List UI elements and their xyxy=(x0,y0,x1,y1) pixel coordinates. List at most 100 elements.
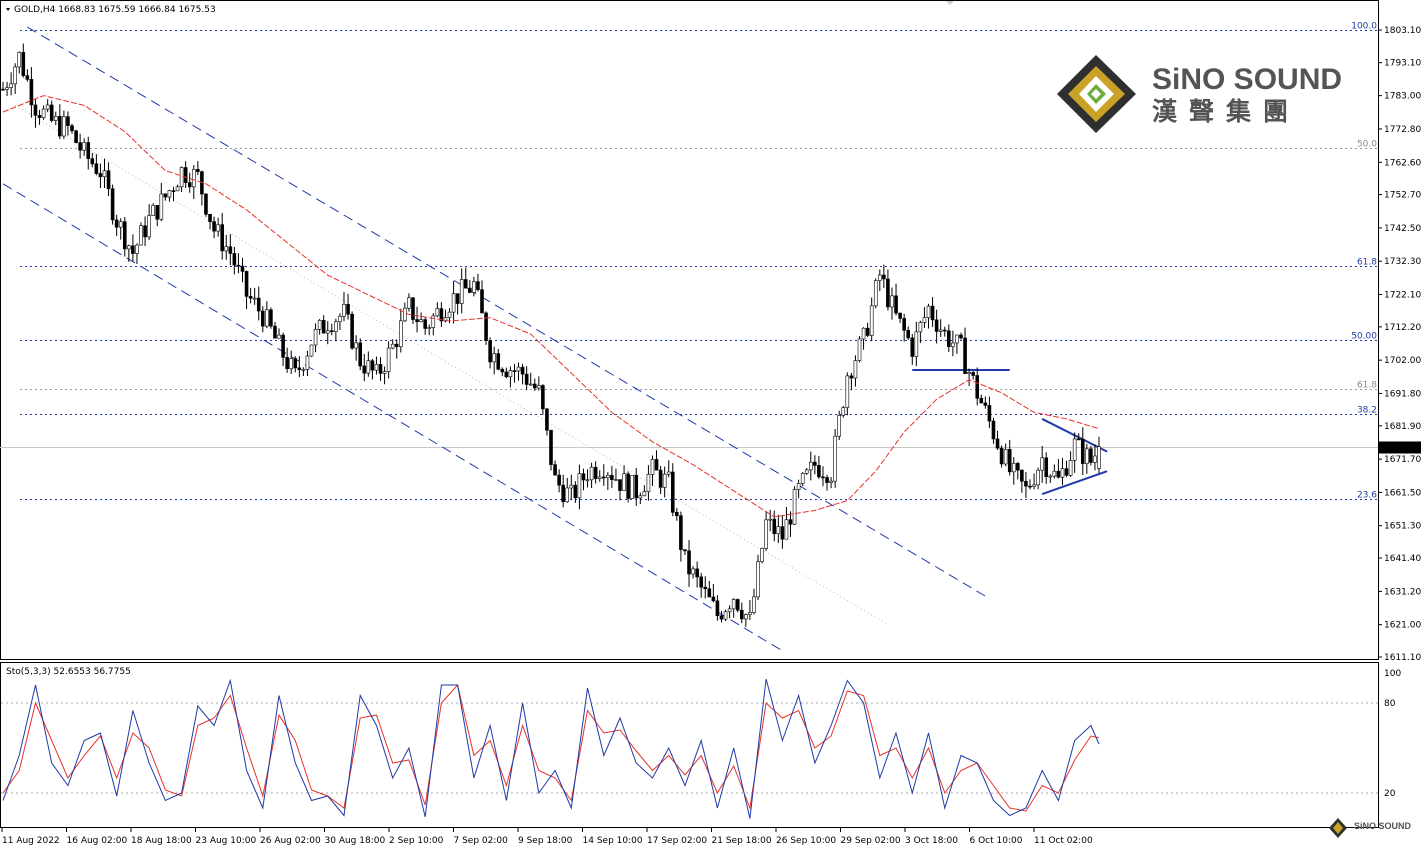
candle-body xyxy=(561,484,565,503)
candle-body xyxy=(325,330,330,334)
price-tick-label: 1803.10 xyxy=(1384,26,1421,36)
candle-body xyxy=(301,369,306,371)
trendlines xyxy=(2,26,1108,652)
candle-body xyxy=(455,293,460,304)
trendline-channel_lower xyxy=(2,183,783,652)
candle-body xyxy=(346,304,350,315)
candle-body xyxy=(167,190,172,198)
candle-body xyxy=(784,519,789,540)
price-tick-label: 1681.90 xyxy=(1384,422,1421,432)
candle-body xyxy=(317,320,322,330)
candle-body xyxy=(216,224,220,232)
collapse-arrow-icon[interactable] xyxy=(6,8,10,11)
price-tick-label: 1742.50 xyxy=(1384,224,1421,234)
candle-body xyxy=(606,475,610,478)
candle-body xyxy=(553,464,557,476)
candle-body xyxy=(1032,484,1036,487)
candle-body xyxy=(744,614,748,620)
candle-body xyxy=(1093,455,1097,463)
candle-body xyxy=(9,83,13,88)
candle-body xyxy=(524,373,529,385)
candle-body xyxy=(719,615,724,620)
candle-body xyxy=(695,568,699,578)
candle-body xyxy=(1072,438,1077,461)
candle-body xyxy=(98,173,103,178)
candle-body xyxy=(196,169,200,172)
candle-body xyxy=(537,385,541,389)
candle-body xyxy=(853,360,858,379)
candle-body xyxy=(930,305,935,321)
candle-body xyxy=(630,475,634,499)
candle-body xyxy=(528,383,533,386)
candle-body xyxy=(90,158,95,165)
candle-body xyxy=(890,295,894,308)
fib-label: 23.6 xyxy=(1357,491,1377,501)
candle-body xyxy=(666,471,671,475)
candle-body xyxy=(131,245,135,254)
candle-body xyxy=(959,334,963,339)
candle-body xyxy=(338,315,342,323)
candle-body xyxy=(764,519,768,549)
candle-body xyxy=(841,407,846,416)
candle-body xyxy=(508,370,513,378)
candle-body xyxy=(804,469,809,474)
candle-body xyxy=(1044,457,1049,477)
candle-body xyxy=(577,473,582,499)
candle-body xyxy=(49,104,54,121)
candle-body xyxy=(504,371,509,378)
candle-body xyxy=(480,289,484,314)
candle-body xyxy=(934,319,939,332)
oscillator-header: Sto(5,3,3) 52.6553 56.7755 xyxy=(6,667,131,677)
candle-body xyxy=(244,271,249,297)
candle-body xyxy=(224,246,229,252)
sto-tick-label: 80 xyxy=(1384,699,1396,709)
candle-body xyxy=(951,342,955,347)
price-tick-label: 1641.40 xyxy=(1384,554,1421,564)
time-tick-label: 26 Aug 02:00 xyxy=(260,836,321,846)
candle-body xyxy=(208,214,212,222)
candle-body xyxy=(727,608,732,613)
candle-body xyxy=(1020,469,1024,482)
scroll-marker-icon[interactable] xyxy=(946,1,954,5)
candle-body xyxy=(938,329,943,332)
candle-body xyxy=(1016,463,1020,471)
candle-body xyxy=(155,205,160,220)
candle-body xyxy=(545,408,549,431)
candle-body xyxy=(975,375,980,399)
candle-body xyxy=(752,596,756,613)
logo-brand-cn-text: 漢聲集團 xyxy=(1152,97,1300,126)
candle-body xyxy=(882,274,886,280)
fibonacci-levels: 100.0 50.0 61.8 50.00 61.8 38.2 23.6 xyxy=(0,22,1378,501)
moving-average xyxy=(2,95,1100,518)
candle-body xyxy=(281,334,285,358)
candle-body xyxy=(772,518,777,535)
candle-body xyxy=(971,372,975,376)
sino-sound-logo: SiNO SOUND 漢聲集團 xyxy=(1057,55,1342,133)
candle-body xyxy=(256,297,261,312)
candle-body xyxy=(1056,470,1061,478)
candle-body xyxy=(37,115,42,118)
candle-body xyxy=(634,475,639,499)
candle-body xyxy=(800,473,805,484)
candle-body xyxy=(869,305,874,336)
candle-body xyxy=(1068,460,1073,476)
price-tick-label: 1631.20 xyxy=(1384,587,1421,597)
candle-body xyxy=(565,487,570,503)
last-price-label: 1675.53 xyxy=(1382,444,1419,454)
candle-body xyxy=(147,215,151,238)
candle-body xyxy=(821,476,825,479)
candle-body xyxy=(849,375,854,379)
candle-body xyxy=(979,398,984,404)
candle-body xyxy=(569,484,574,489)
price-tick-label: 1712.20 xyxy=(1384,323,1421,333)
candle-body xyxy=(898,312,902,319)
candle-body xyxy=(914,331,919,357)
candle-body xyxy=(589,466,594,481)
candle-body xyxy=(74,130,78,143)
candle-body xyxy=(29,79,34,106)
candle-body xyxy=(273,325,277,339)
candle-body xyxy=(861,327,866,340)
candle-body xyxy=(358,342,363,367)
candle-body xyxy=(53,115,58,121)
